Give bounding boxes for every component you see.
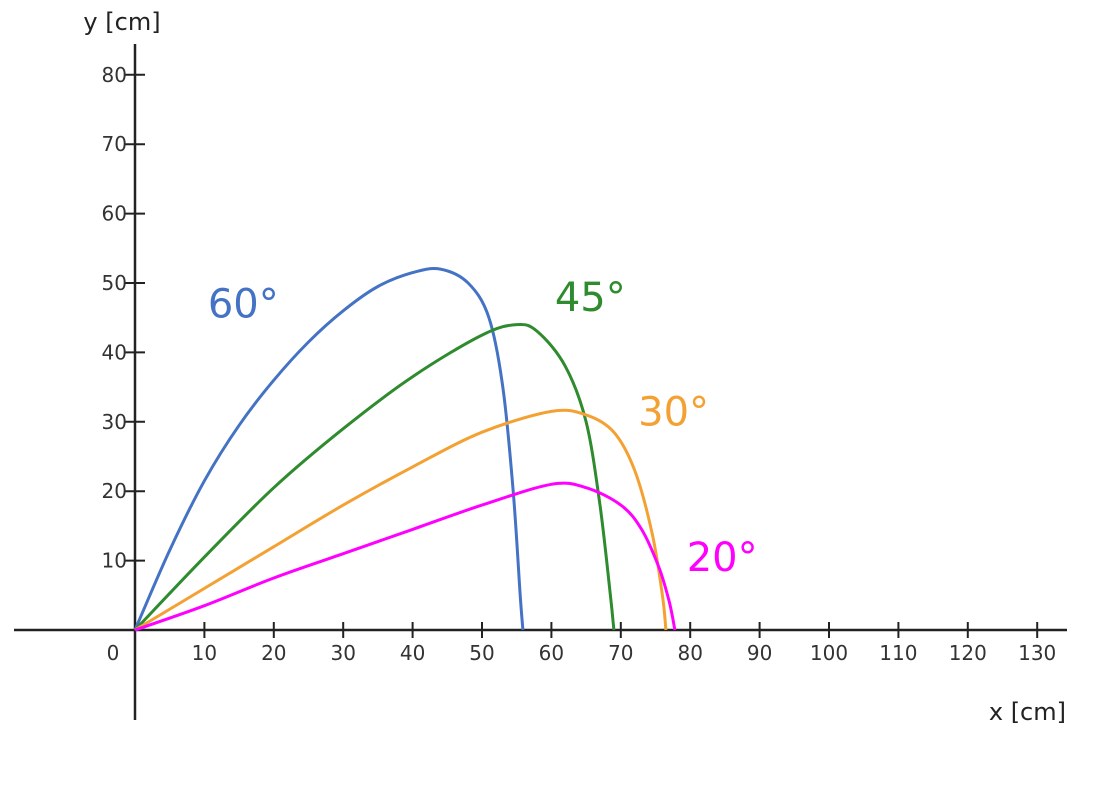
y-tick-label: 30 [102,410,127,434]
x-tick-label: 70 [608,641,633,665]
x-tick-label: 0 [107,641,120,665]
y-tick-label: 80 [102,63,127,87]
y-tick-label: 70 [102,132,127,156]
x-tick-label: 50 [469,641,494,665]
x-tick-label: 120 [949,641,987,665]
annotation-layer: 60° 45° 30° 20° [208,275,758,581]
x-tick-label: 80 [677,641,702,665]
series-layer [133,267,677,632]
x-tick-label: 110 [879,641,917,665]
x-tick-label: 20 [261,641,286,665]
x-axis-title: x [cm] [989,698,1066,726]
x-tick-label: 100 [810,641,848,665]
series-label-45deg: 45° [555,275,626,321]
x-tick-label: 60 [539,641,564,665]
y-ticks: 10 20 30 40 50 60 70 80 [102,63,145,573]
y-tick-label: 10 [102,549,127,573]
x-tick-label: 40 [400,641,425,665]
x-tick-label: 130 [1018,641,1056,665]
series-line-20deg [134,481,677,632]
series-line-60deg [133,267,525,631]
y-tick-label: 60 [102,202,127,226]
axes [14,44,1067,720]
x-tick-label: 30 [330,641,355,665]
x-ticks: 0 10 20 30 40 50 60 70 80 90 100 110 120 130 [107,622,1056,665]
series-label-20deg: 20° [687,535,758,581]
series-label-60deg: 60° [208,282,279,328]
x-tick-label: 90 [747,641,772,665]
y-axis-title: y [cm] [83,8,160,36]
y-tick-label: 50 [102,271,127,295]
series-line-45deg [133,322,616,632]
x-tick-label: 10 [192,641,217,665]
y-tick-label: 40 [102,340,127,364]
y-tick-label: 20 [102,479,127,503]
series-line-30deg [134,408,668,632]
series-label-30deg: 30° [638,389,709,435]
